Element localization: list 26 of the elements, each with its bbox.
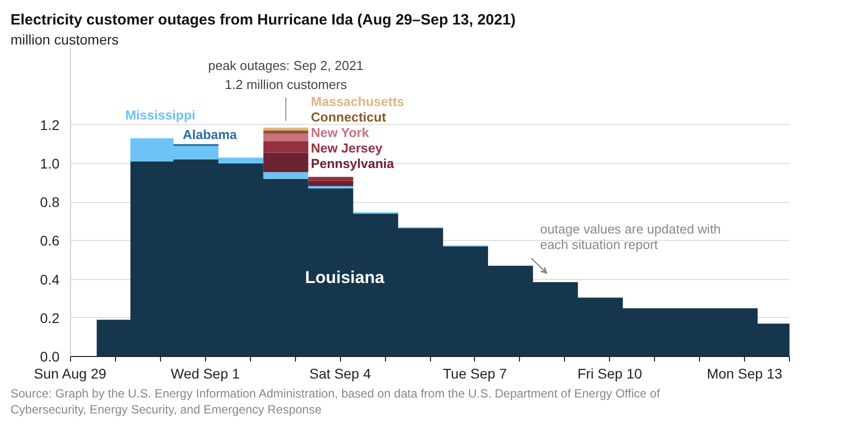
y-tick-label: 1.0 bbox=[40, 155, 60, 172]
y-tick-label: 0.6 bbox=[40, 232, 60, 249]
y-tick-label: 0.4 bbox=[40, 271, 60, 288]
x-tick-label: Mon Sep 13 bbox=[706, 366, 783, 382]
series-label: Alabama bbox=[182, 126, 238, 142]
chart-subtitle: million customers bbox=[10, 32, 119, 48]
series-label: Connecticut bbox=[310, 110, 387, 125]
x-tick-label: Tue Sep 7 bbox=[442, 366, 508, 382]
source-note: Source: Graph by the U.S. Energy Information Administration, based on data from the U.S. Department of Energy Office of Cybersecurity, Energy Security, and Emergency Response bbox=[10, 386, 661, 416]
series-label: New Jersey bbox=[310, 140, 384, 156]
series-label: Pennsylvania bbox=[310, 156, 395, 171]
series-label: New York bbox=[310, 124, 370, 140]
series-label: Mississippi bbox=[125, 108, 196, 123]
series-label: Louisiana bbox=[304, 268, 385, 287]
x-tick-label: Sat Sep 4 bbox=[309, 366, 372, 382]
annotation: peak outages: Sep 2, 2021 1.2 million customers bbox=[208, 58, 364, 92]
chart-title: Electricity customer outages from Hurricane Ida (Aug 29–Sep 13, 2021) bbox=[10, 12, 516, 28]
y-tick-label: 1.2 bbox=[40, 116, 60, 133]
y-tick-label: 0.8 bbox=[40, 194, 60, 210]
y-tick-label: 0.2 bbox=[40, 310, 60, 326]
x-tick-label: Sun Aug 29 bbox=[34, 366, 107, 382]
x-tick-label: Wed Sep 1 bbox=[170, 366, 240, 382]
x-tick-label: Fri Sep 10 bbox=[577, 366, 642, 382]
annotation: outage values are updated with each situation report bbox=[540, 222, 721, 252]
y-tick-label: 0.0 bbox=[40, 348, 60, 364]
series-label: Massachusetts bbox=[310, 94, 404, 110]
